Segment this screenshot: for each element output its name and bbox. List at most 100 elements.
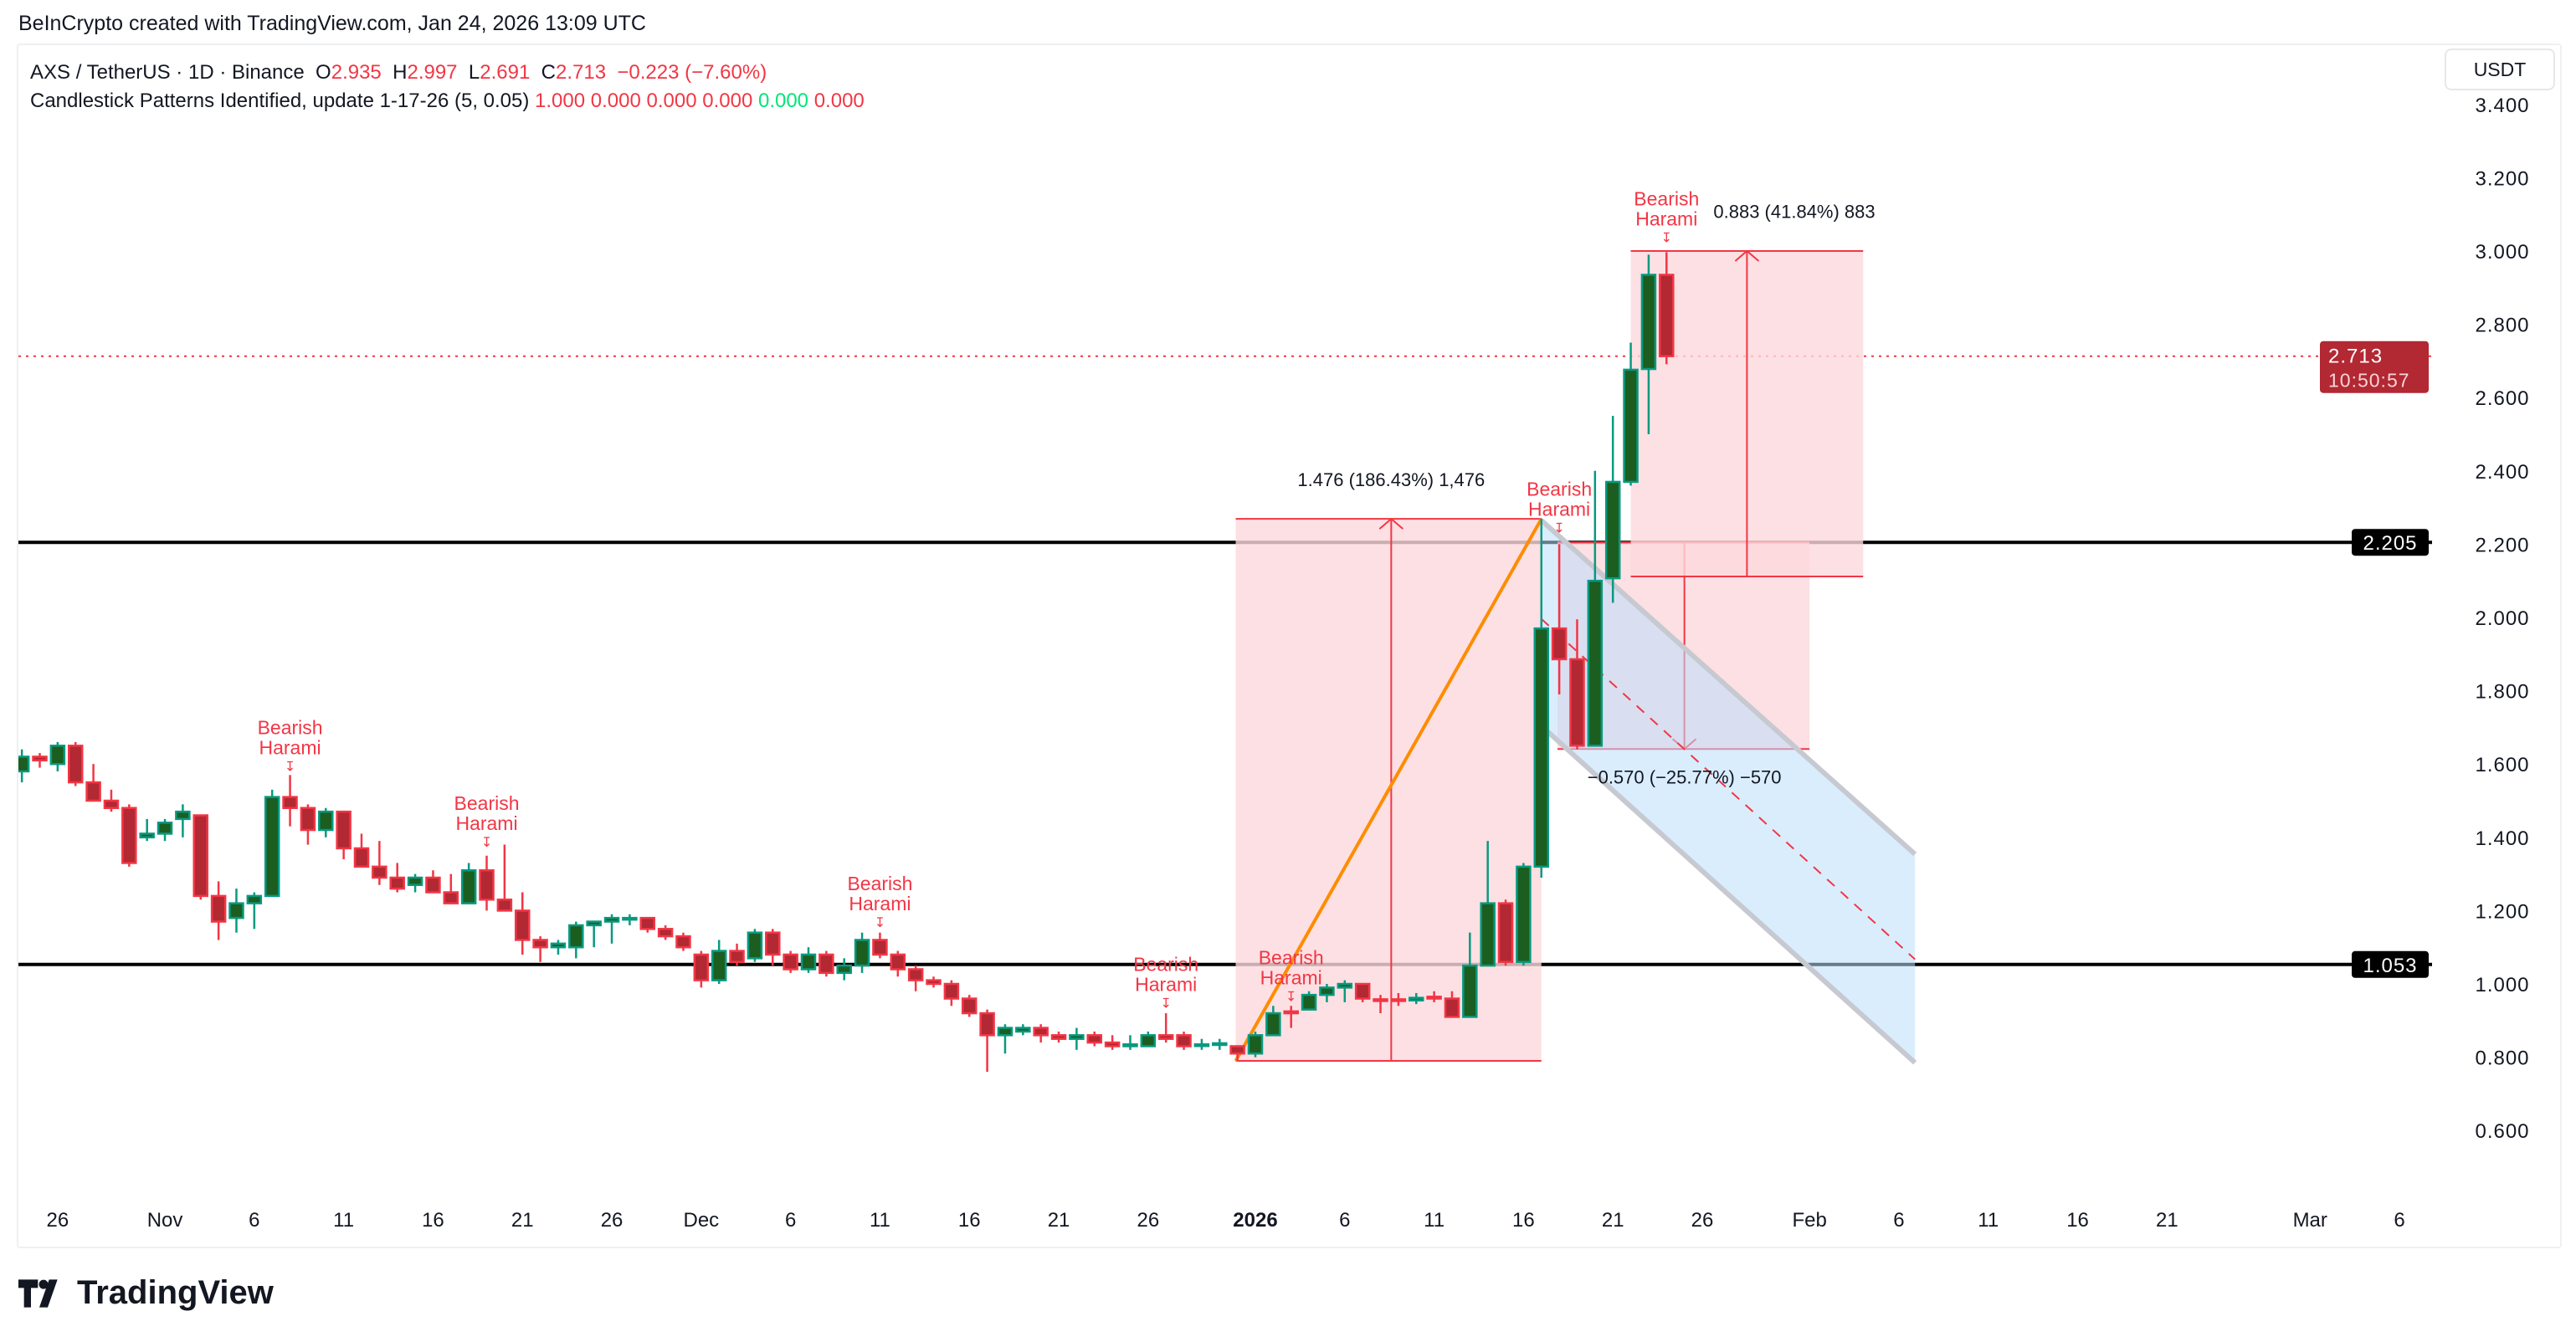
pattern-label-line2: Harami xyxy=(1135,973,1197,995)
pattern-label-line1: Bearish xyxy=(454,792,520,814)
candle xyxy=(550,940,567,955)
candle xyxy=(139,818,155,842)
candle xyxy=(32,753,48,768)
candle-body xyxy=(1408,996,1424,1001)
candle xyxy=(353,833,370,868)
measure-arrow-head xyxy=(1378,517,1403,530)
candle xyxy=(1497,899,1514,966)
candle xyxy=(1354,982,1371,1002)
candle-body xyxy=(836,964,852,975)
candle-body xyxy=(1033,1027,1049,1037)
candle xyxy=(1247,1031,1264,1058)
x-tick-label: 26 xyxy=(1691,1209,1714,1232)
level-price-label: 2.205 xyxy=(2363,532,2417,555)
candle xyxy=(1050,1031,1067,1043)
candle xyxy=(1533,518,1550,878)
candle xyxy=(85,764,101,802)
ohlc-row: AXS / TetherUS · 1D · Binance O2.935 H2.… xyxy=(30,59,865,87)
candle-body xyxy=(747,931,763,960)
candle xyxy=(729,943,745,966)
candle xyxy=(1623,342,1639,486)
pattern-label-line1: Bearish xyxy=(1634,187,1699,209)
candle xyxy=(1337,980,1353,1002)
candle xyxy=(372,841,387,885)
indicator-value: 1.000 xyxy=(535,90,591,112)
candle xyxy=(622,914,638,925)
candle-body xyxy=(1497,902,1514,963)
candle xyxy=(1426,991,1442,1002)
candle-body xyxy=(1212,1042,1228,1047)
close-label: C xyxy=(541,61,556,84)
candle-body xyxy=(1193,1043,1210,1047)
candle-body xyxy=(407,876,423,886)
last-price-badge xyxy=(2320,341,2429,393)
candle xyxy=(1069,1027,1085,1050)
level-price-badge xyxy=(2352,529,2429,556)
indicator-row: Candlestick Patterns Identified, update … xyxy=(30,87,865,115)
candle-body xyxy=(603,916,620,923)
candle xyxy=(246,892,263,930)
candle xyxy=(890,950,906,977)
x-tick-label: 6 xyxy=(249,1209,259,1232)
candle xyxy=(336,810,352,860)
x-tick-label: 21 xyxy=(1602,1209,1624,1232)
x-tick-label: 21 xyxy=(511,1209,534,1232)
x-tick-label: 6 xyxy=(2394,1209,2404,1232)
candle xyxy=(1659,252,1675,365)
candle xyxy=(603,914,620,944)
candle-body xyxy=(1140,1034,1157,1047)
candle-body xyxy=(1426,996,1442,1000)
x-tick-label: 16 xyxy=(1512,1209,1535,1232)
open-label: O xyxy=(316,61,331,84)
close-value: 2.713 xyxy=(555,61,607,84)
candle xyxy=(1462,932,1478,1018)
tradingview-logo[interactable]: TradingView xyxy=(18,1274,274,1312)
symbol-info[interactable]: AXS / TetherUS · 1D · Binance xyxy=(30,61,305,84)
candle xyxy=(675,932,691,951)
pattern-label-line1: Bearish xyxy=(1133,953,1198,975)
tradingview-logo-icon xyxy=(18,1278,58,1308)
y-tick-label: 1.800 xyxy=(2475,681,2529,704)
logo-text: TradingView xyxy=(77,1274,274,1311)
candle xyxy=(1193,1038,1210,1050)
candle xyxy=(1283,1006,1299,1028)
candle-body xyxy=(264,796,280,898)
x-tick-label: 6 xyxy=(1339,1209,1350,1232)
measure-label: 1.476 (186.43%) 1,476 xyxy=(1297,469,1485,490)
y-tick-label: 1.400 xyxy=(2475,827,2529,850)
chart-pane[interactable] xyxy=(17,44,2562,1248)
candle-body xyxy=(1283,1010,1299,1015)
candle xyxy=(1408,992,1424,1005)
x-tick-label: 11 xyxy=(1424,1209,1445,1232)
candle-body xyxy=(1533,627,1550,868)
currency-button[interactable]: USDT xyxy=(2445,49,2555,90)
indicator-name[interactable]: Candlestick Patterns Identified, update … xyxy=(30,90,530,112)
candle-body xyxy=(49,745,66,766)
y-tick-label: 1.000 xyxy=(2475,974,2529,996)
candle-body xyxy=(532,939,548,949)
candle-body xyxy=(1157,1034,1174,1040)
candle xyxy=(514,892,531,955)
candle-body xyxy=(443,891,459,904)
indicator-value: 0.000 xyxy=(813,90,865,112)
channel-fill xyxy=(1541,520,1916,1063)
candle-body xyxy=(657,928,674,938)
candle xyxy=(765,929,781,966)
candle xyxy=(282,775,298,827)
candle-body xyxy=(1373,998,1388,1002)
candle-body xyxy=(622,916,638,921)
candle-body xyxy=(979,1012,995,1037)
candle xyxy=(210,881,227,940)
x-tick-label: 21 xyxy=(2156,1209,2178,1232)
candle-body xyxy=(246,894,263,904)
candle xyxy=(192,814,209,900)
x-tick-label: 6 xyxy=(1893,1209,1904,1232)
candle-body xyxy=(997,1027,1013,1037)
candle-body xyxy=(372,865,387,879)
candle-body xyxy=(1354,982,1371,1000)
candle xyxy=(568,921,584,959)
candle xyxy=(1176,1031,1192,1050)
candle-body xyxy=(514,909,531,941)
candle-body xyxy=(1050,1034,1067,1040)
